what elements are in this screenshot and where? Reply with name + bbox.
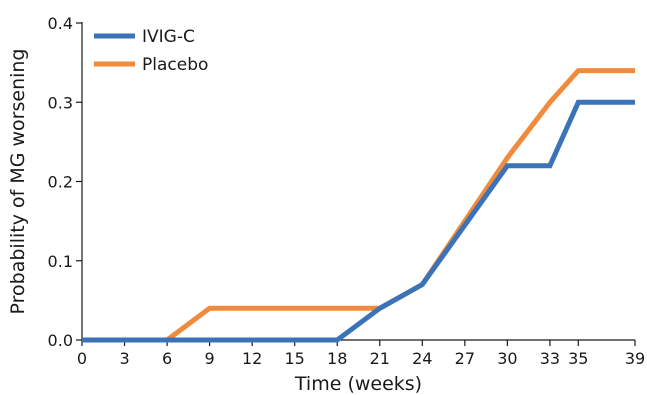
y-axis-title: Probability of MG worsening <box>7 49 29 315</box>
legend-label: Placebo <box>142 55 208 75</box>
x-tick-label: 39 <box>625 349 645 368</box>
y-tick-label: 0.2 <box>48 173 73 192</box>
series-line-placebo <box>82 68 635 343</box>
y-tick-label: 0.1 <box>48 252 73 271</box>
legend: IVIG-C Placebo <box>94 27 208 75</box>
x-tick-label: 24 <box>412 349 432 368</box>
x-tick-label: 12 <box>242 349 262 368</box>
x-tick-label: 0 <box>77 349 87 368</box>
y-ticks: 0.0 0.1 0.2 0.3 0.4 <box>48 14 82 350</box>
plot-area: 0.0 0.1 0.2 0.3 0.4 0 3 6 9 12 15 18 21 24 27 30 33 35 39 <box>48 14 646 368</box>
x-tick-label: 18 <box>327 349 347 368</box>
x-tick-label: 21 <box>370 349 390 368</box>
y-tick-label: 0.0 <box>48 331 73 350</box>
x-tick-label: 30 <box>497 349 517 368</box>
series-lines <box>82 68 635 343</box>
y-tick-label: 0.4 <box>48 14 73 33</box>
legend-label: IVIG-C <box>142 27 195 47</box>
x-axis-title: Time (weeks) <box>294 373 422 395</box>
x-tick-label: 9 <box>205 349 215 368</box>
x-tick-label: 15 <box>285 349 305 368</box>
x-tick-label: 33 <box>540 349 560 368</box>
x-tick-label: 27 <box>455 349 475 368</box>
x-tick-label: 6 <box>162 349 172 368</box>
series-line-ivig-c <box>82 99 635 343</box>
y-tick-label: 0.3 <box>48 93 73 112</box>
x-tick-label: 35 <box>568 349 588 368</box>
x-tick-label: 3 <box>119 349 129 368</box>
x-ticks: 0 3 6 9 12 15 18 21 24 27 30 33 35 39 <box>77 340 645 368</box>
